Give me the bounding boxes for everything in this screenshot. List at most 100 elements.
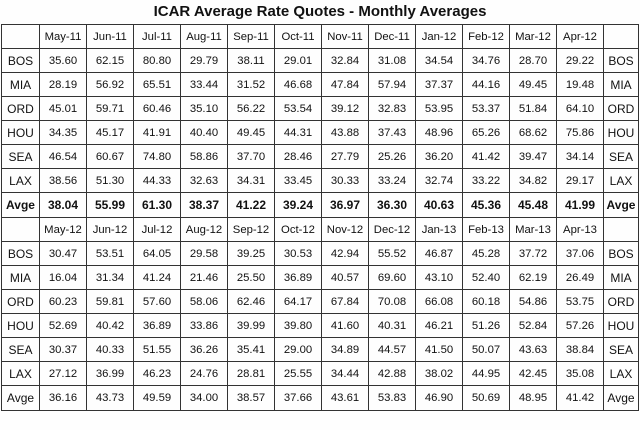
average-row: Avge 36.16 43.73 49.59 34.00 38.57 37.66 43.61 5… xyxy=(1,385,639,411)
table-row: HOU 34.35 45.17 41.91 40.40 49.45 44.31 43.88 37… xyxy=(1,120,639,145)
rate-value: 42.45 xyxy=(509,361,557,386)
rate-value: 34.54 xyxy=(415,48,463,73)
rate-value: 62.46 xyxy=(227,289,275,314)
rate-value: 64.05 xyxy=(133,241,181,266)
average-value: 46.90 xyxy=(415,385,463,411)
rate-value: 33.86 xyxy=(180,313,228,338)
month-header: Jul-12 xyxy=(133,217,181,242)
rate-value: 38.84 xyxy=(556,337,604,362)
row-label: ORD xyxy=(1,289,40,314)
rate-value: 27.12 xyxy=(39,361,87,386)
rate-value: 32.63 xyxy=(180,168,228,193)
month-header: Oct-11 xyxy=(274,24,322,49)
rate-value: 34.89 xyxy=(321,337,369,362)
rate-value: 59.81 xyxy=(86,289,134,314)
corner-cell xyxy=(603,217,639,242)
rate-value: 68.62 xyxy=(509,120,557,145)
table-row: HOU 52.69 40.42 36.89 33.86 39.99 39.80 41.60 40… xyxy=(1,313,639,338)
rate-value: 38.56 xyxy=(39,168,87,193)
rate-value: 28.70 xyxy=(509,48,557,73)
rate-value: 29.22 xyxy=(556,48,604,73)
row-label-right: LAX xyxy=(603,168,639,193)
row-label-right: SEA xyxy=(603,337,639,362)
month-header: May-11 xyxy=(39,24,87,49)
rate-value: 34.14 xyxy=(556,144,604,169)
rate-value: 74.80 xyxy=(133,144,181,169)
rate-value: 49.45 xyxy=(227,120,275,145)
rate-value: 38.02 xyxy=(415,361,463,386)
row-label-right: ORD xyxy=(603,96,639,121)
rate-value: 57.60 xyxy=(133,289,181,314)
month-header: Aug-11 xyxy=(180,24,228,49)
rate-value: 36.26 xyxy=(180,337,228,362)
row-label: BOS xyxy=(1,241,40,266)
row-label-right: ORD xyxy=(603,289,639,314)
rate-value: 52.84 xyxy=(509,313,557,338)
month-header: Jul-11 xyxy=(133,24,181,49)
rate-value: 69.60 xyxy=(368,265,416,290)
rate-value: 46.23 xyxy=(133,361,181,386)
average-value: 41.99 xyxy=(556,192,604,218)
rate-value: 62.19 xyxy=(509,265,557,290)
average-value: 38.37 xyxy=(180,192,228,218)
rate-value: 31.08 xyxy=(368,48,416,73)
average-value: 45.36 xyxy=(462,192,510,218)
rate-value: 24.76 xyxy=(180,361,228,386)
row-label-right: MIA xyxy=(603,72,639,97)
table-row: ORD 60.23 59.81 57.60 58.06 62.46 64.17 67.84 70… xyxy=(1,289,639,314)
month-header: Oct-12 xyxy=(274,217,322,242)
rate-value: 33.45 xyxy=(274,168,322,193)
rate-value: 28.46 xyxy=(274,144,322,169)
rate-value: 51.84 xyxy=(509,96,557,121)
rate-value: 44.95 xyxy=(462,361,510,386)
average-value: 48.95 xyxy=(509,385,557,411)
rate-value: 80.80 xyxy=(133,48,181,73)
average-value: 38.57 xyxy=(227,385,275,411)
month-header: Dec-12 xyxy=(368,217,416,242)
rate-value: 75.86 xyxy=(556,120,604,145)
rate-value: 29.79 xyxy=(180,48,228,73)
rate-value: 37.37 xyxy=(415,72,463,97)
rate-value: 33.22 xyxy=(462,168,510,193)
rate-value: 55.52 xyxy=(368,241,416,266)
rate-value: 44.31 xyxy=(274,120,322,145)
rate-value: 34.76 xyxy=(462,48,510,73)
rate-value: 36.89 xyxy=(274,265,322,290)
average-value: 43.61 xyxy=(321,385,369,411)
rate-value: 46.87 xyxy=(415,241,463,266)
rate-value: 44.16 xyxy=(462,72,510,97)
average-value: 37.66 xyxy=(274,385,322,411)
rate-value: 60.18 xyxy=(462,289,510,314)
rate-value: 64.17 xyxy=(274,289,322,314)
rate-value: 41.42 xyxy=(462,144,510,169)
row-label-right: MIA xyxy=(603,265,639,290)
rate-value: 48.96 xyxy=(415,120,463,145)
rate-value: 60.23 xyxy=(39,289,87,314)
rate-value: 40.33 xyxy=(86,337,134,362)
row-label: MIA xyxy=(1,72,40,97)
month-header: Nov-11 xyxy=(321,24,369,49)
average-value: 55.99 xyxy=(86,192,134,218)
rate-value: 35.60 xyxy=(39,48,87,73)
rate-value: 35.08 xyxy=(556,361,604,386)
rate-value: 32.74 xyxy=(415,168,463,193)
rate-value: 16.04 xyxy=(39,265,87,290)
rate-value: 67.84 xyxy=(321,289,369,314)
average-value: 36.30 xyxy=(368,192,416,218)
row-label-right: HOU xyxy=(603,120,639,145)
average-row: Avge 38.04 55.99 61.30 38.37 41.22 39.24 36.97 3… xyxy=(1,192,639,218)
rate-value: 50.07 xyxy=(462,337,510,362)
month-header: Jun-11 xyxy=(86,24,134,49)
average-label: Avge xyxy=(1,385,40,411)
rate-value: 29.17 xyxy=(556,168,604,193)
month-header: Jun-12 xyxy=(86,217,134,242)
rate-quotes-table-body: May-11 Jun-11 Jul-11 Aug-11 Sep-11 Oct-11 Nov-… xyxy=(1,24,639,411)
month-header: Feb-12 xyxy=(462,24,510,49)
rate-value: 40.40 xyxy=(180,120,228,145)
rate-value: 30.37 xyxy=(39,337,87,362)
rate-value: 46.68 xyxy=(274,72,322,97)
rate-value: 32.84 xyxy=(321,48,369,73)
average-value: 61.30 xyxy=(133,192,181,218)
rate-value: 37.43 xyxy=(368,120,416,145)
